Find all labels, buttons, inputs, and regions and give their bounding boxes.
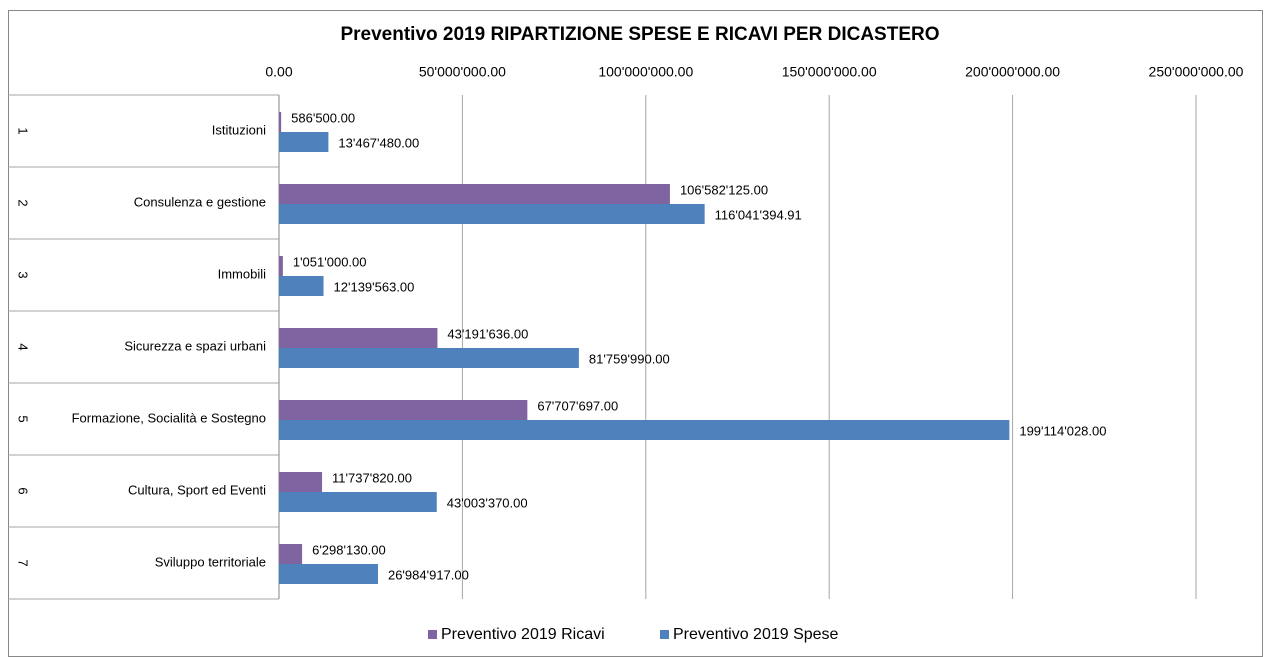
category-code: 3: [16, 271, 31, 278]
x-tick-label: 250'000'000.00: [1149, 64, 1244, 80]
value-label: 6'298'130.00: [312, 542, 386, 557]
x-tick-label: 100'000'000.00: [598, 64, 693, 80]
y-tick-label: Formazione, Socialità e Sostegno: [72, 410, 266, 425]
value-label: 199'114'028.00: [1019, 423, 1106, 438]
y-tick-label: Sviluppo territoriale: [155, 554, 266, 569]
value-label: 43'003'370.00: [447, 495, 528, 510]
bar: [279, 112, 282, 132]
legend-swatch: [428, 630, 437, 639]
value-label: 13'467'480.00: [338, 135, 419, 150]
category-code: 5: [16, 415, 31, 422]
value-label: 43'191'636.00: [447, 326, 528, 341]
y-tick-label: Cultura, Sport ed Eventi: [128, 482, 266, 497]
bar: [279, 184, 670, 204]
x-tick-label: 150'000'000.00: [782, 64, 877, 80]
bar: [279, 328, 438, 348]
value-label: 26'984'917.00: [388, 567, 469, 582]
category-code: 2: [16, 199, 31, 206]
category-code: 1: [16, 127, 31, 134]
bar: [279, 492, 437, 512]
value-label: 11'737'820.00: [332, 470, 412, 485]
bar: [279, 256, 283, 276]
value-label: 116'041'394.91: [715, 207, 802, 222]
category-code: 4: [16, 343, 31, 350]
y-tick-label: Immobili: [218, 266, 267, 281]
x-tick-label: 0.00: [265, 64, 292, 80]
category-code: 7: [16, 559, 31, 566]
bar: [279, 472, 323, 492]
chart-title: Preventivo 2019 RIPARTIZIONE SPESE E RIC…: [340, 24, 939, 45]
value-label: 12'139'563.00: [334, 279, 415, 294]
bar: [279, 276, 324, 296]
value-label: 81'759'990.00: [589, 351, 670, 366]
bar: [279, 400, 528, 420]
bar: [279, 204, 705, 224]
value-label: 67'707'697.00: [537, 398, 618, 413]
bar: [279, 564, 378, 584]
legend-swatch: [660, 630, 669, 639]
legend-label: Preventivo 2019 Ricavi: [441, 626, 605, 643]
bar: [279, 544, 303, 564]
value-label: 586'500.00: [291, 110, 355, 125]
x-tick-label: 50'000'000.00: [419, 64, 506, 80]
legend-label: Preventivo 2019 Spese: [673, 626, 839, 643]
value-label: 106'582'125.00: [680, 182, 768, 197]
y-tick-label: Sicurezza e spazi urbani: [124, 338, 266, 353]
value-label: 1'051'000.00: [293, 254, 367, 269]
category-code: 6: [16, 487, 31, 494]
chart-border: [8, 10, 1263, 657]
bar: [279, 348, 579, 368]
bar: [279, 132, 329, 152]
x-tick-label: 200'000'000.00: [965, 64, 1060, 80]
bar: [279, 420, 1010, 440]
y-tick-label: Istituzioni: [212, 122, 266, 137]
y-tick-label: Consulenza e gestione: [134, 194, 266, 209]
